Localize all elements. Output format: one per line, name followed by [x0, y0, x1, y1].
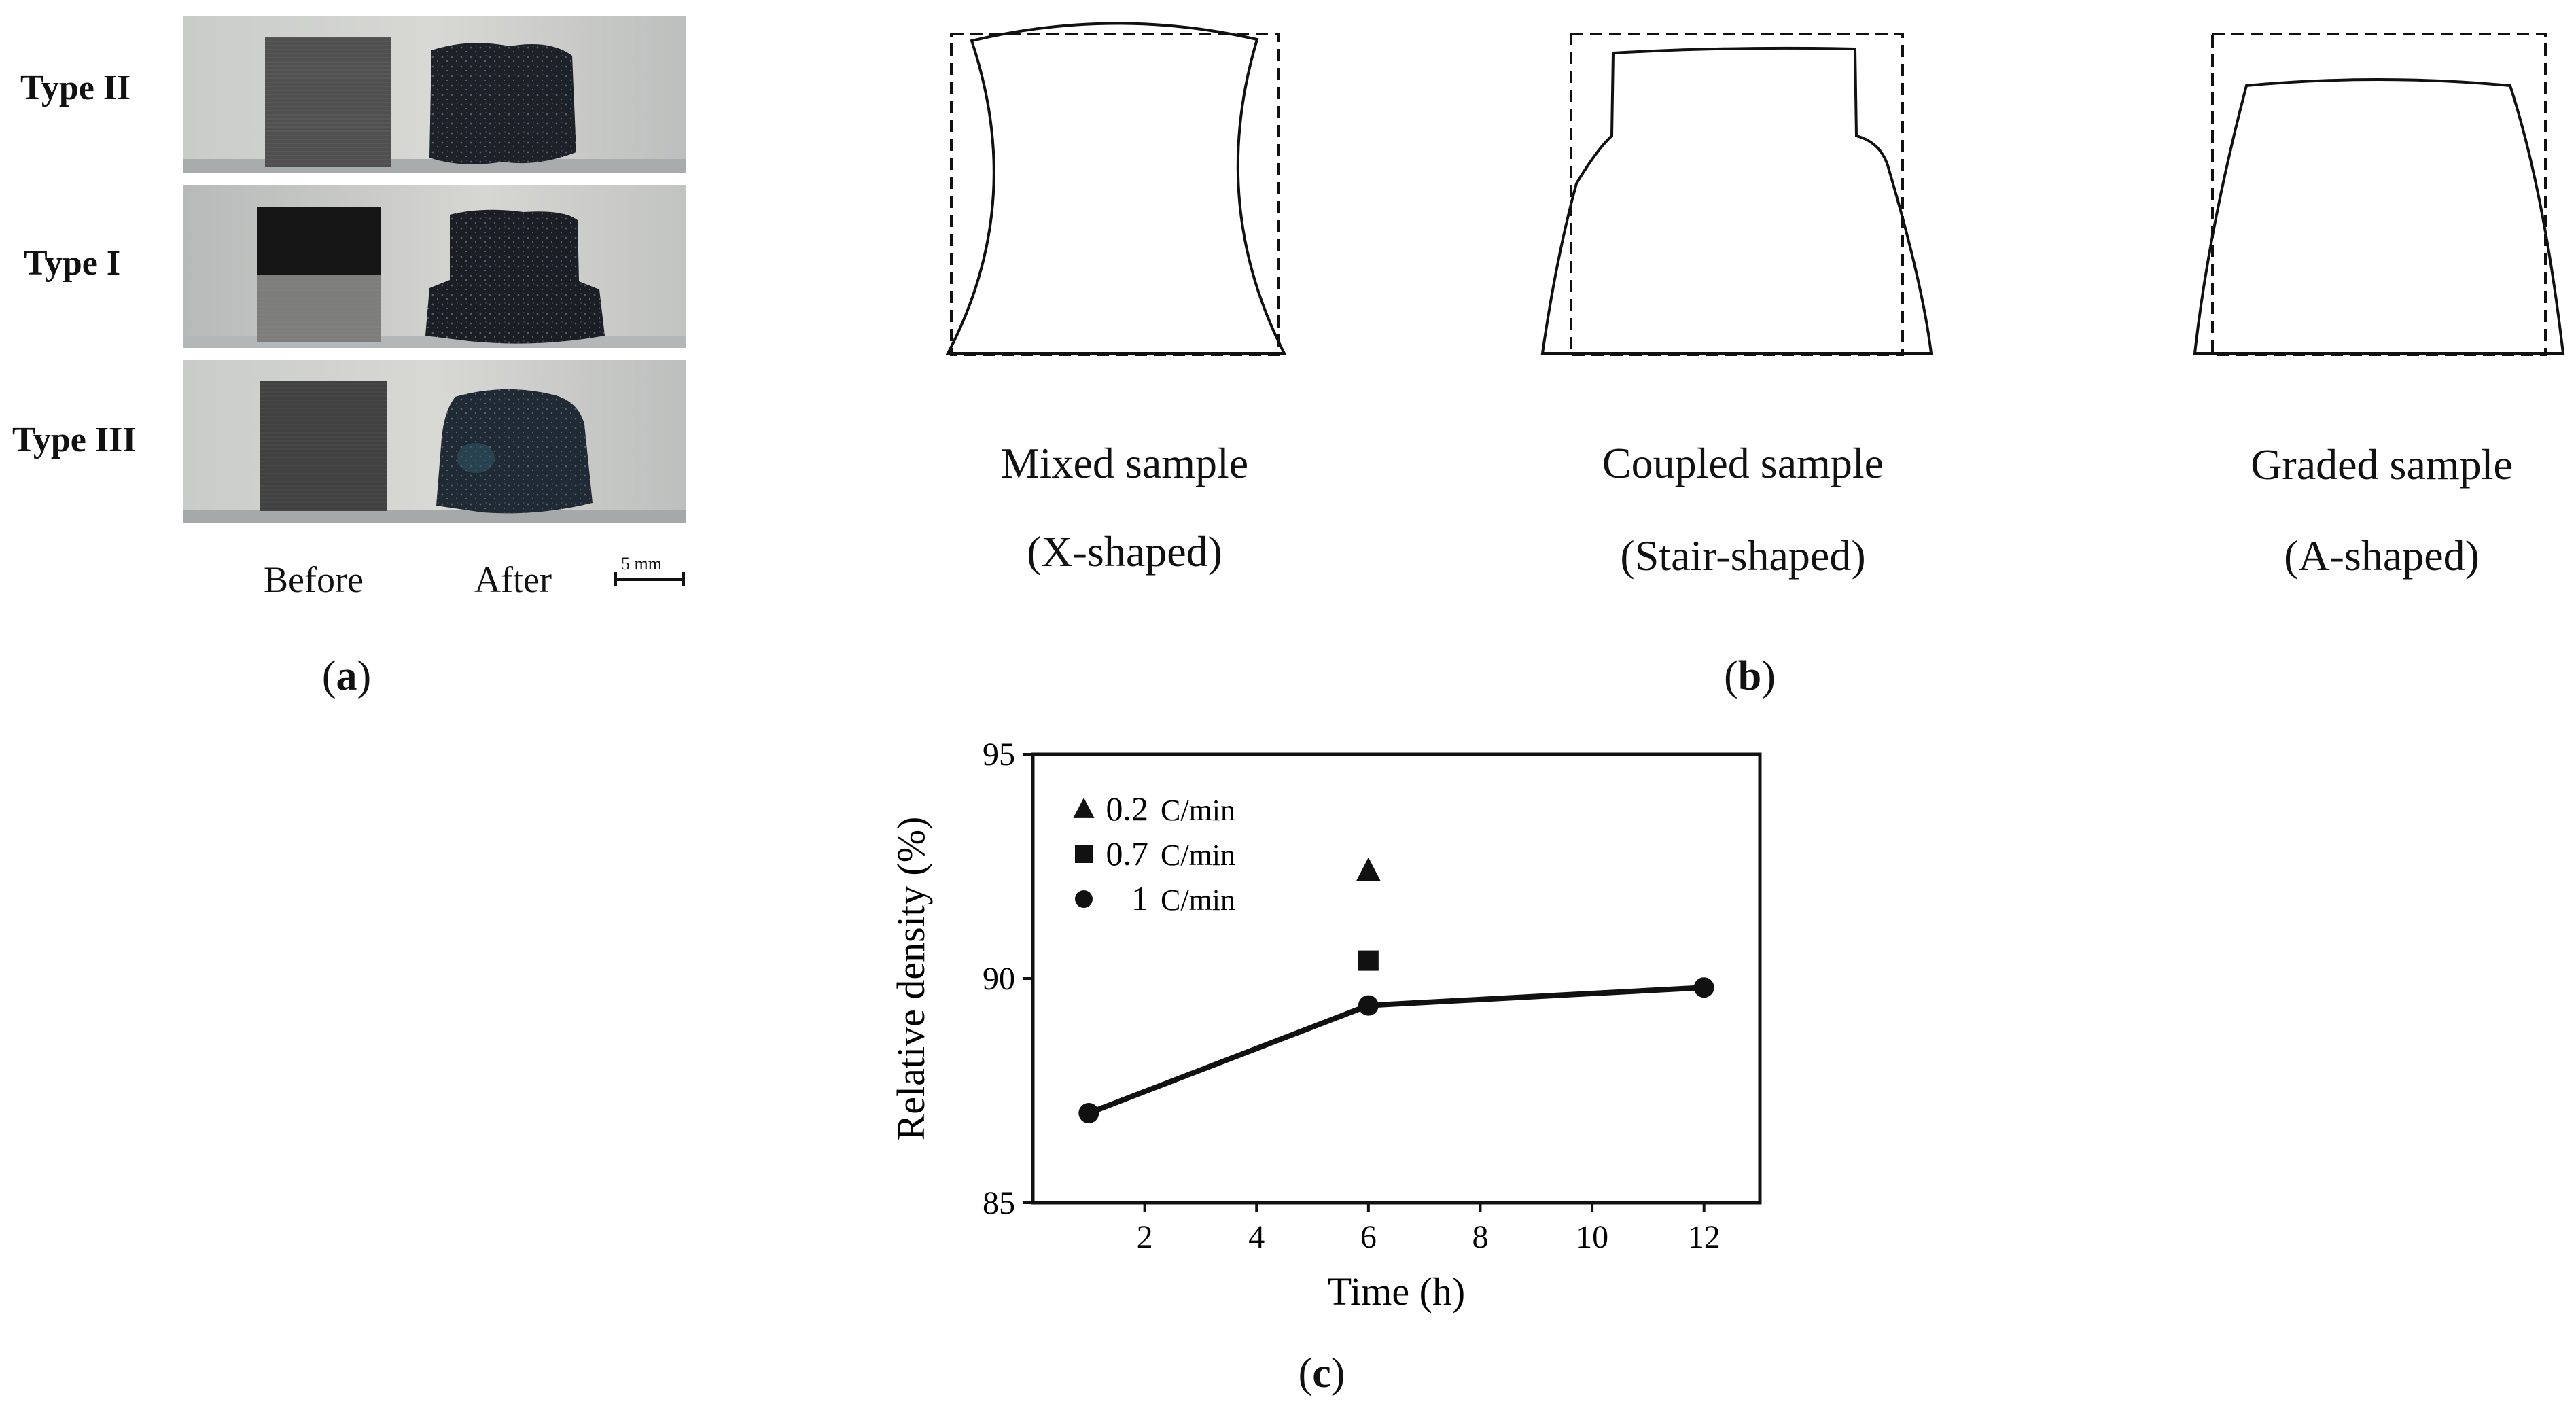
data-point-circle — [1693, 977, 1714, 998]
row-label-type-iii: Type III — [12, 421, 137, 459]
shape-title-mixed: Mixed sample — [1000, 439, 1249, 487]
y-tick-label: 85 — [983, 1185, 1015, 1221]
deformation-shapes — [945, 22, 2565, 356]
panel-b-label: (b) — [1724, 653, 1776, 699]
shape-title-graded: Graded sample — [2251, 440, 2513, 489]
x-tick-label: 4 — [1248, 1219, 1265, 1255]
data-point-square — [1358, 950, 1379, 971]
before-cube-top — [257, 207, 381, 275]
series-points — [1078, 857, 1714, 1123]
row-label-type-ii: Type II — [20, 69, 131, 107]
deformed-outline — [945, 22, 1287, 355]
legend-value: 0.7 — [1106, 834, 1149, 873]
legend-value: 0.2 — [1106, 790, 1149, 828]
series-line-2 — [1087, 985, 1704, 1116]
shape-graded-a — [2193, 33, 2565, 356]
data-point-circle — [1358, 995, 1379, 1016]
data-point-circle — [1078, 1103, 1099, 1123]
deformed-outline — [2193, 78, 2565, 355]
axis-ticks: 2 4 6 8 10 12 85 90 95 — [983, 737, 1721, 1255]
shape-mixed-x — [945, 22, 1287, 356]
x-tick-label: 8 — [1472, 1219, 1488, 1255]
data-point-triangle — [1356, 857, 1381, 881]
x-axis-label: Time (h) — [1328, 1269, 1466, 1314]
scale-bar-tick-left — [614, 572, 617, 586]
photo-row-type-ii — [183, 16, 686, 173]
x-tick-label: 6 — [1360, 1219, 1377, 1255]
row-label-type-i: Type I — [24, 244, 121, 283]
photo-row-type-iii — [183, 360, 686, 523]
legend-marker-circle — [1075, 890, 1093, 908]
shape-subtitle-graded: (A-shaped) — [2284, 531, 2480, 580]
legend-value: 1 — [1131, 879, 1148, 917]
relative-density-chart: 2 4 6 8 10 12 85 90 95 0.2 C/min 0.7 C/min 1 C/min Ti… — [889, 737, 1762, 1314]
series-lines — [1087, 985, 1704, 1116]
original-outline-dashed — [2211, 33, 2547, 356]
x-tick-label: 2 — [1137, 1219, 1153, 1255]
scale-bar-label: 5 mm — [621, 554, 662, 574]
y-tick-label: 90 — [983, 961, 1015, 997]
legend-marker-triangle — [1073, 797, 1095, 818]
photo-row-type-i — [183, 185, 686, 348]
shape-title-coupled: Coupled sample — [1602, 439, 1884, 487]
original-outline-dashed — [950, 33, 1280, 356]
column-label-before: Before — [264, 559, 364, 600]
scale-bar — [614, 578, 685, 581]
legend-marker-square — [1075, 845, 1093, 863]
x-tick-label: 12 — [1688, 1219, 1721, 1255]
shape-subtitle-mixed: (X-shaped) — [1027, 527, 1222, 576]
legend-unit: C/min — [1161, 839, 1235, 872]
original-outline-dashed — [1570, 33, 1904, 356]
shape-subtitle-coupled: (Stair-shaped) — [1620, 531, 1866, 580]
deformed-outline — [1540, 46, 1933, 355]
x-tick-label: 10 — [1576, 1219, 1608, 1255]
shape-coupled-stair — [1540, 33, 1933, 356]
legend: 0.2 C/min 0.7 C/min 1 C/min — [1073, 790, 1235, 917]
legend-unit: C/min — [1161, 883, 1235, 917]
sample-photo-grid — [183, 16, 686, 523]
y-tick-label: 95 — [983, 737, 1015, 773]
panel-c-label: (c) — [1298, 1350, 1345, 1396]
y-axis-label: Relative density (%) — [889, 817, 933, 1141]
legend-unit: C/min — [1161, 794, 1235, 827]
column-label-after: After — [474, 559, 552, 600]
scale-bar-tick-right — [682, 572, 685, 586]
panel-a-label: (a) — [321, 653, 372, 699]
